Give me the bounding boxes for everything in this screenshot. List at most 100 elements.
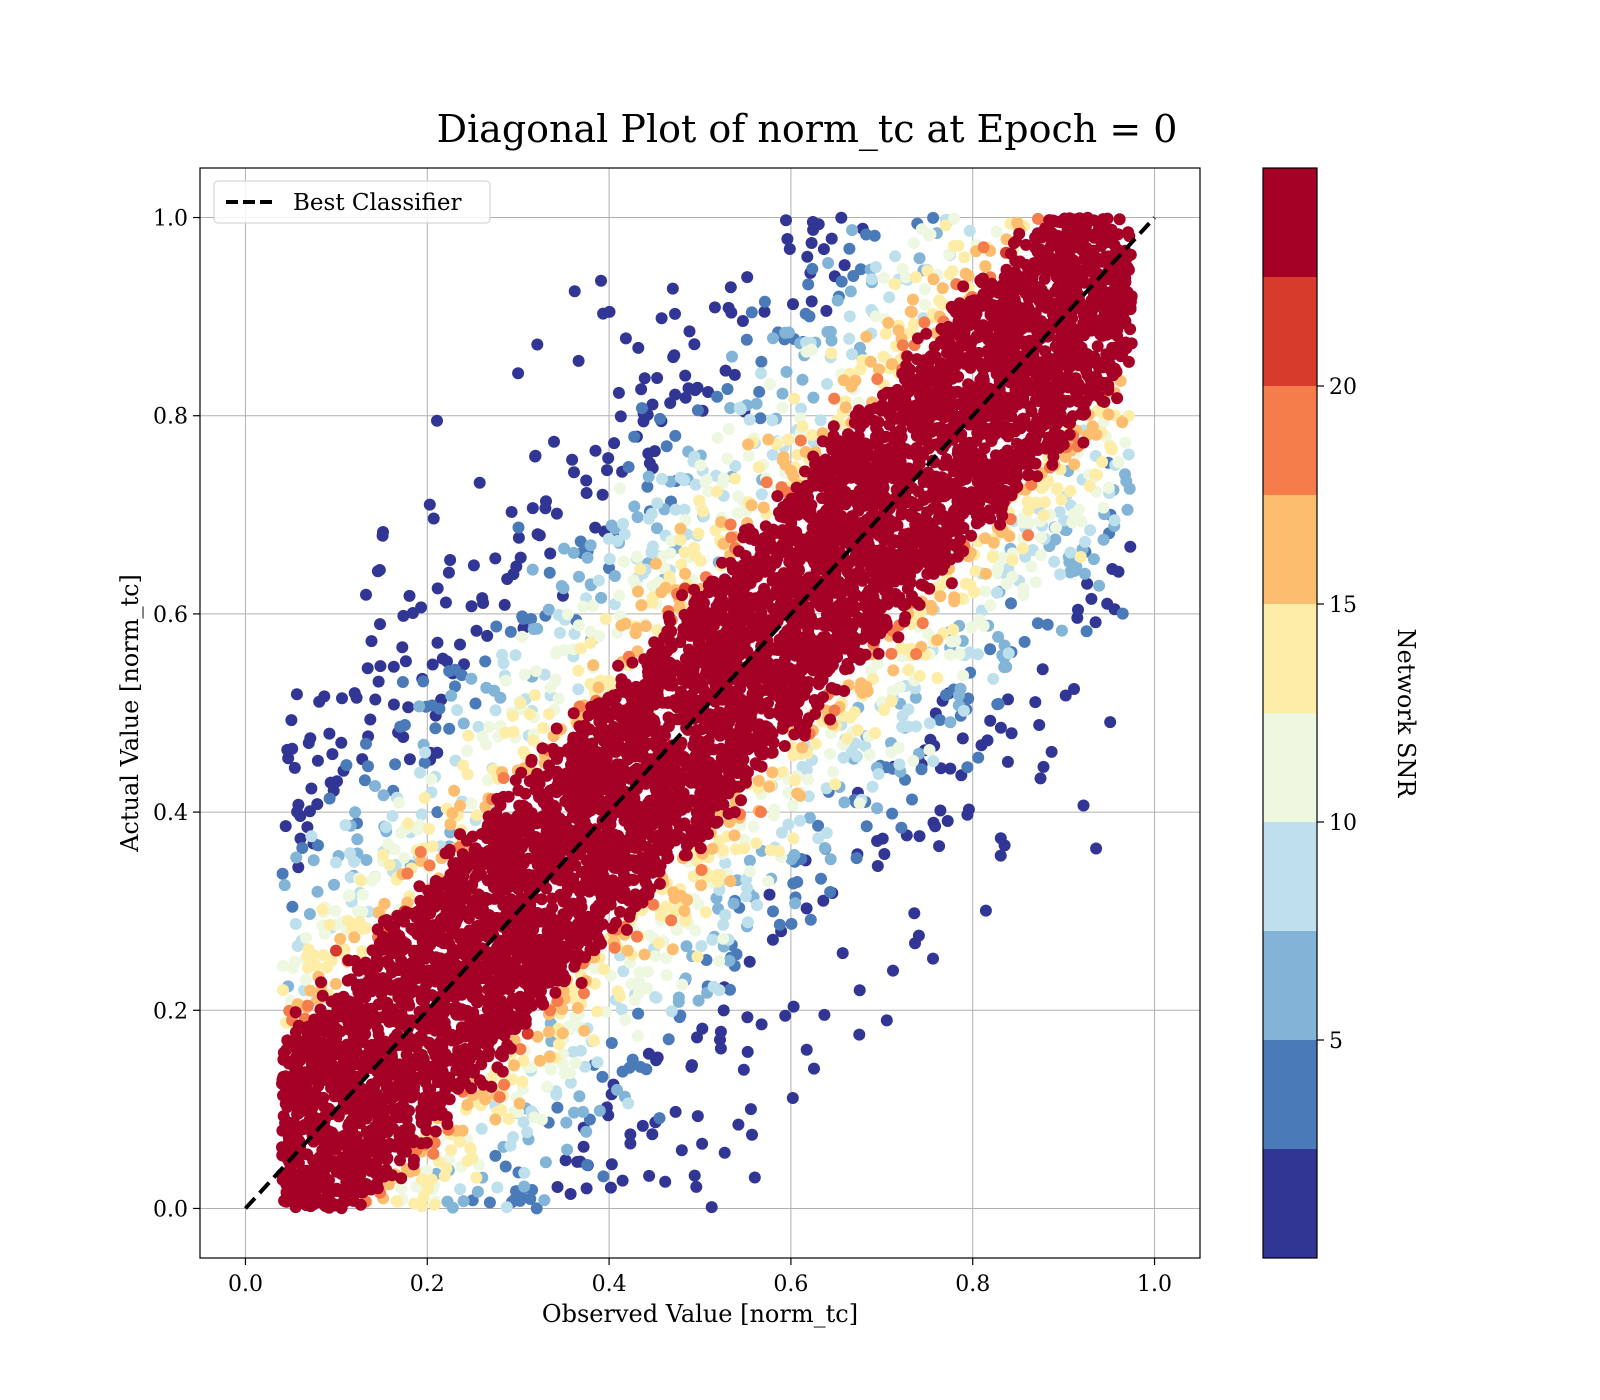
scatter-point — [785, 853, 798, 866]
scatter-point — [573, 1090, 586, 1103]
scatter-point — [634, 563, 647, 575]
scatter-point — [649, 991, 662, 1003]
scatter-point — [455, 669, 468, 682]
scatter-point — [642, 470, 655, 483]
scatter-point — [617, 517, 630, 530]
scatter-point — [508, 1059, 520, 1072]
scatter-point — [605, 1037, 618, 1049]
scatter-point — [291, 805, 304, 818]
scatter-point — [762, 875, 775, 888]
scatter-point — [895, 821, 908, 834]
scatter-point — [948, 591, 961, 604]
scatter-point — [743, 955, 756, 968]
scatter-point — [908, 907, 921, 920]
scatter-point — [724, 402, 737, 414]
scatter-point — [499, 726, 512, 739]
scatter-point — [1018, 635, 1031, 648]
scatter-point — [705, 1201, 718, 1214]
scatter-point — [631, 511, 644, 524]
scatter-point — [805, 429, 818, 441]
scatter-point — [645, 596, 658, 609]
scatter-point — [577, 1140, 590, 1153]
scatter-point — [812, 832, 825, 845]
scatter-point — [311, 798, 324, 811]
scatter-point — [566, 453, 579, 466]
scatter-point — [804, 913, 817, 926]
scatter-point — [418, 756, 431, 769]
scatter-point — [1074, 551, 1087, 563]
scatter-point — [1031, 617, 1044, 630]
scatter-point — [444, 554, 457, 566]
scatter-point — [902, 664, 915, 677]
scatter-point — [374, 660, 387, 673]
scatter-point — [893, 758, 906, 771]
scatter-point — [379, 821, 392, 834]
scatter-point — [521, 1126, 534, 1139]
scatter-point — [623, 1061, 636, 1074]
scatter-point — [417, 675, 430, 688]
scatter-point — [791, 876, 804, 888]
scatter-point — [616, 1174, 629, 1187]
scatter-point — [426, 658, 439, 671]
scatter-point — [738, 842, 751, 855]
scatter-point — [518, 1180, 531, 1193]
scatter-point — [843, 332, 856, 345]
scatter-point — [803, 310, 816, 323]
scatter-point — [543, 566, 556, 579]
scatter-point — [1041, 618, 1054, 631]
scatter-point — [358, 774, 371, 787]
scatter-point — [727, 897, 740, 910]
scatter-point — [518, 1166, 531, 1179]
scatter-point — [653, 877, 666, 890]
scatter-point — [669, 429, 682, 442]
scatter-point — [831, 294, 844, 307]
scatter-point — [945, 577, 958, 590]
scatter-point — [724, 518, 737, 531]
scatter-point — [860, 330, 873, 343]
scatter-point — [987, 536, 1000, 549]
scatter-point — [615, 619, 628, 632]
scatter-point — [632, 341, 645, 354]
scatter-point — [475, 1122, 488, 1135]
scatter-point — [678, 817, 691, 830]
scatter-point — [357, 922, 370, 935]
scatter-point — [821, 377, 833, 390]
scatter-point — [889, 250, 902, 263]
scatter-point — [622, 461, 635, 473]
scatter-point — [351, 833, 364, 846]
scatter-point — [927, 273, 940, 286]
scatter-point — [470, 624, 483, 637]
scatter-point — [923, 717, 936, 730]
scatter-point — [692, 527, 705, 540]
scatter-point — [812, 819, 825, 832]
scatter-point — [1102, 481, 1115, 494]
scatter-point — [360, 588, 372, 601]
scatter-point — [729, 460, 742, 472]
scatter-point — [750, 837, 763, 850]
scatter-point — [740, 333, 753, 346]
scatter-point — [1001, 755, 1014, 768]
scatter-point — [678, 904, 691, 917]
scatter-point — [843, 242, 856, 255]
scatter-point — [646, 1128, 659, 1141]
scatter-point — [843, 310, 856, 323]
scatter-point — [480, 738, 493, 751]
scatter-point — [1002, 647, 1015, 660]
scatter-point — [767, 332, 779, 345]
scatter-point — [581, 551, 594, 564]
scatter-point — [479, 1093, 492, 1106]
scatter-point — [1068, 683, 1080, 695]
scatter-point — [781, 233, 794, 245]
scatter-point — [691, 404, 704, 417]
scatter-point — [776, 766, 789, 779]
scatter-point — [461, 1155, 474, 1167]
scatter-point — [579, 1060, 592, 1073]
scatter-point — [748, 1171, 761, 1184]
scatter-point — [504, 1139, 517, 1152]
scatter-point — [364, 713, 377, 726]
scatter-point — [876, 832, 889, 845]
scatter-point — [786, 799, 799, 812]
scatter-point — [755, 1018, 768, 1031]
scatter-point — [403, 589, 416, 602]
